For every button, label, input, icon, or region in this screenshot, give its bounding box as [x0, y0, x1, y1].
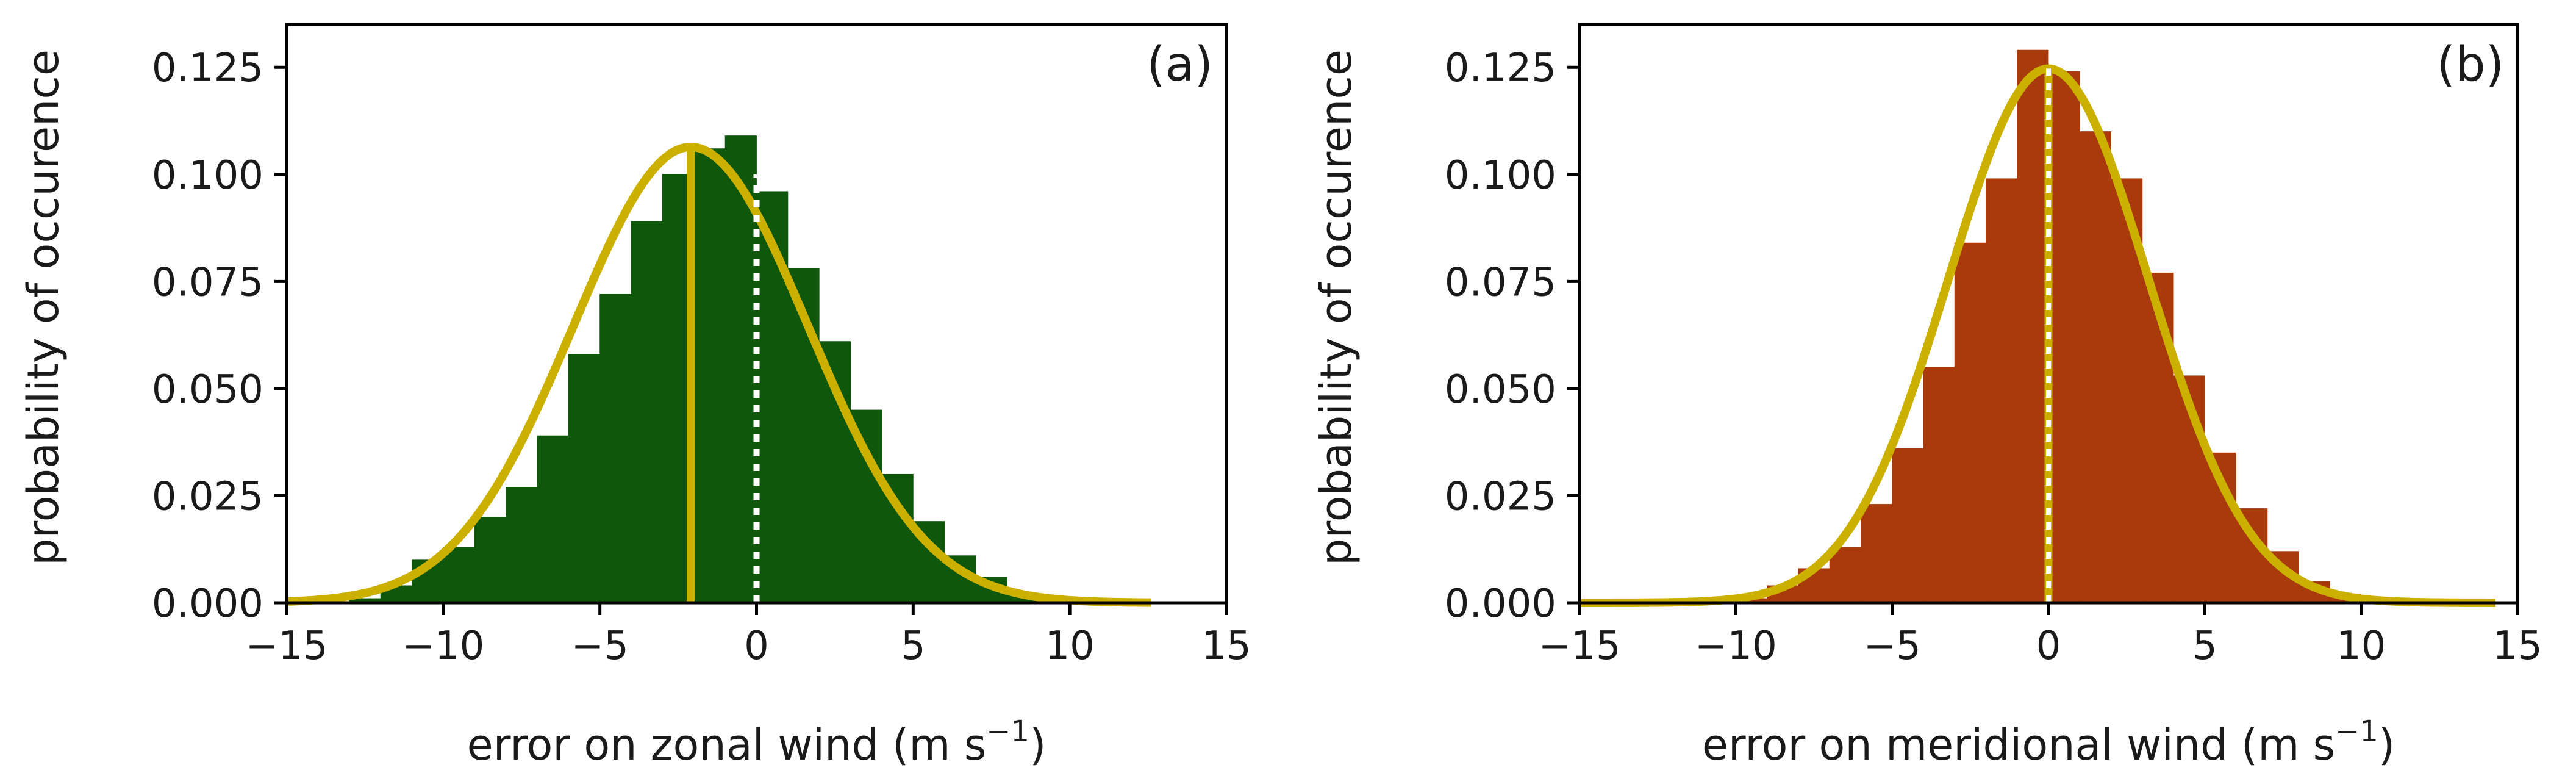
histogram-bar	[724, 135, 757, 603]
x-tick-label: −5	[571, 624, 628, 669]
histogram-bar	[568, 354, 601, 603]
y-axis-label: probability of occurence	[1311, 49, 1361, 566]
histogram-bar	[506, 487, 538, 603]
x-tick-label: −15	[1538, 624, 1620, 669]
x-axis-label-unit: (m s	[2241, 720, 2335, 770]
x-tick-label: 15	[2492, 624, 2542, 669]
histogram-bar	[537, 435, 569, 603]
panel-a: −15 −10 −5 0 5 10 15 0.000 0.025 0.050 0.075 0.100 0…	[18, 23, 1251, 770]
x-axis-label-text: error on meridional wind	[1702, 720, 2228, 770]
histogram-bar	[2017, 49, 2049, 603]
x-tick-label: −10	[402, 624, 484, 669]
histogram-bar	[1923, 367, 1955, 603]
x-axis-label-text: error on zonal wind	[467, 720, 879, 770]
x-tick-label: 15	[1201, 624, 1251, 669]
histogram-bar	[1954, 242, 1986, 603]
x-tick-label: 0	[744, 624, 769, 669]
gaussian-fit-curve	[284, 142, 1154, 607]
histogram-bar	[2048, 71, 2080, 603]
y-tick-label: 0.050	[1445, 367, 1556, 412]
x-axis-label-unit: (m s	[892, 720, 986, 770]
histogram-bar	[1892, 448, 1924, 603]
y-axis-label: probability of occurence	[18, 49, 68, 566]
x-axis-label: error on meridional wind (m s−1)	[1702, 714, 2395, 770]
y-tick-label: 0.025	[1445, 474, 1556, 519]
y-tick-label: 0.075	[1445, 260, 1556, 305]
panel-label: (b)	[2437, 37, 2504, 92]
x-tick-label: 10	[1045, 624, 1094, 669]
x-tick-label: 5	[901, 624, 926, 669]
x-tick-label: −15	[245, 624, 327, 669]
histogram-bar	[474, 517, 506, 603]
panel-b: −15 −10 −5 0 5 10 15 0.000 0.025 0.050 0.075 0.100 0…	[1311, 23, 2542, 770]
x-tick-label: 10	[2336, 624, 2386, 669]
x-axis-label-exponent: −1	[986, 714, 1029, 749]
y-tick-label: 0.125	[152, 46, 263, 91]
panel-label: (a)	[1147, 37, 1213, 92]
y-tick-label: 0.100	[152, 153, 263, 198]
x-tick-label: 0	[2036, 624, 2061, 669]
x-axis-label-exponent: −1	[2335, 714, 2378, 749]
x-tick-label: −10	[1695, 624, 1777, 669]
y-tick-label: 0.100	[1445, 153, 1556, 198]
x-tick-label: −5	[1863, 624, 1920, 669]
x-axis-label-close: )	[2378, 720, 2395, 770]
x-axis-label-close: )	[1029, 720, 1046, 770]
histogram-bar	[2079, 131, 2111, 603]
y-tick-label: 0.000	[152, 581, 263, 627]
histogram-bar	[1829, 547, 1861, 603]
histogram-bar	[693, 148, 726, 603]
y-tick-label: 0.050	[152, 367, 263, 412]
histogram-bar	[1986, 178, 2018, 603]
histogram-bar	[631, 221, 663, 603]
histogram-bar	[443, 547, 475, 603]
y-tick-label: 0.075	[152, 260, 263, 305]
y-tick-label: 0.000	[1445, 581, 1556, 627]
y-tick-label: 0.025	[152, 474, 263, 519]
histogram-bar	[599, 293, 632, 603]
histogram-bar	[1860, 504, 1893, 603]
x-axis-label-space	[2228, 720, 2241, 770]
x-axis-label-space	[879, 720, 892, 770]
x-tick-label: 5	[2192, 624, 2217, 669]
y-tick-label: 0.125	[1445, 46, 1556, 91]
gaussian-fit-curve	[1577, 64, 2498, 607]
x-axis-label: error on zonal wind (m s−1)	[467, 714, 1046, 770]
histogram-bar	[2142, 272, 2174, 603]
